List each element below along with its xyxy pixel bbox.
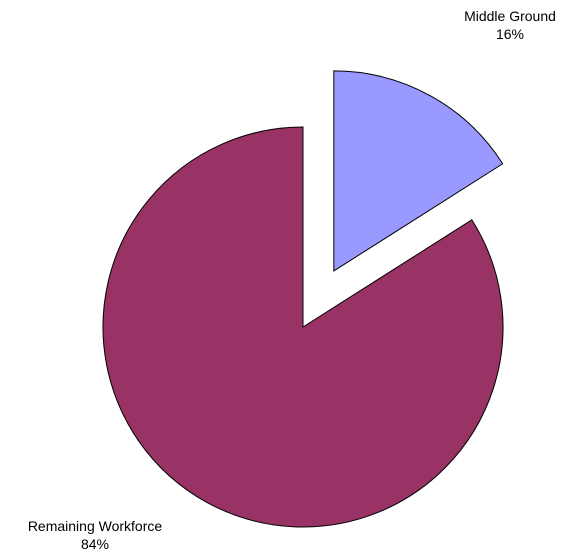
label-remaining-workforce-percent: 84%: [80, 536, 110, 552]
label-remaining-workforce: Remaining Workforce 84%: [0, 517, 190, 553]
label-middle-ground: Middle Ground 16%: [440, 7, 580, 43]
slice-middle-ground: [333, 70, 504, 272]
label-middle-ground-percent: 16%: [495, 26, 525, 42]
label-remaining-workforce-name: Remaining Workforce: [27, 518, 163, 534]
slice-remaining-workforce: [102, 126, 504, 528]
label-middle-ground-name: Middle Ground: [464, 8, 556, 24]
